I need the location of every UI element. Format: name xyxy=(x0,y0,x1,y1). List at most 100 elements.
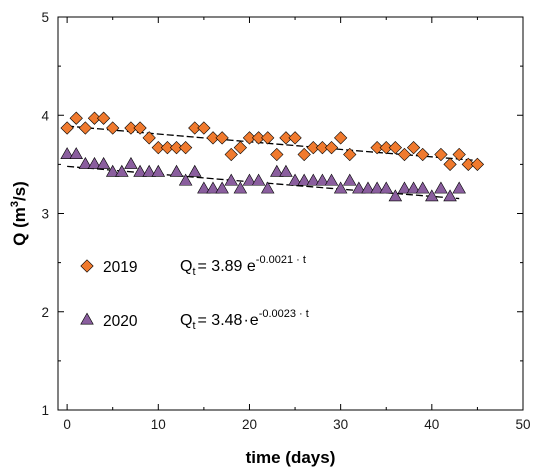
data-point-2020 xyxy=(124,156,138,169)
data-point-2020 xyxy=(361,181,375,194)
data-point-2020 xyxy=(397,181,412,194)
data-point-2019 xyxy=(69,111,83,125)
plot-frame xyxy=(57,16,524,411)
legend-marker-shape-2020 xyxy=(80,312,94,325)
data-point-2020 xyxy=(78,156,93,169)
data-point-2019 xyxy=(306,141,320,155)
y-tick-label: 1 xyxy=(41,403,49,418)
legend-marker-shape-2019 xyxy=(80,259,94,273)
data-point-2020 xyxy=(133,164,147,177)
data-point-2020 xyxy=(206,181,220,194)
data-point-2020 xyxy=(87,156,102,169)
legend-entry-2019: 2019 Qt = 3.89 e-0.0021 · t xyxy=(80,254,306,278)
legend-entry-2020: 2020 Qt = 3.48·e-0.0023 · t xyxy=(80,308,309,332)
data-point-2020 xyxy=(379,181,394,194)
data-point-2020 xyxy=(115,164,129,177)
data-point-2020 xyxy=(187,164,202,177)
data-point-2019 xyxy=(388,141,402,155)
x-tick-label: 0 xyxy=(63,417,71,432)
x-tick-label: 50 xyxy=(515,417,530,432)
data-point-2020 xyxy=(288,173,302,186)
data-point-2020 xyxy=(324,173,339,186)
data-point-2019 xyxy=(60,121,74,135)
data-point-2019 xyxy=(279,131,293,145)
x-tick-label: 30 xyxy=(333,417,348,432)
data-point-2019 xyxy=(215,131,229,145)
y-axis-title-superscript: 3 xyxy=(9,201,21,207)
data-point-2019 xyxy=(270,147,284,162)
data-point-2019 xyxy=(233,141,247,155)
data-point-2019 xyxy=(434,147,448,162)
data-point-2020 xyxy=(105,164,120,177)
data-point-2020 xyxy=(352,181,366,194)
y-tick-label: 5 xyxy=(41,10,49,25)
y-tick-label: 4 xyxy=(41,108,49,123)
data-point-2020 xyxy=(197,181,211,194)
data-point-2019 xyxy=(443,157,457,171)
legend-marker-2019 xyxy=(80,259,94,273)
data-point-2019 xyxy=(406,141,421,155)
data-point-2020 xyxy=(297,173,311,186)
data-point-2020 xyxy=(370,181,384,194)
data-point-2019 xyxy=(142,131,156,145)
data-point-2020 xyxy=(151,164,166,177)
data-point-2020 xyxy=(242,173,257,186)
data-point-2019 xyxy=(224,147,238,162)
data-point-2019 xyxy=(197,121,211,135)
data-point-2019 xyxy=(251,131,266,145)
data-point-2019 xyxy=(470,157,485,171)
y-axis-title-rest: /s) xyxy=(10,181,29,201)
data-point-2020 xyxy=(452,181,466,194)
data-point-2019 xyxy=(188,121,202,135)
data-point-2020 xyxy=(333,181,348,194)
data-point-2020 xyxy=(251,173,266,186)
y-tick-label: 2 xyxy=(41,305,49,320)
data-point-2020 xyxy=(142,164,156,177)
x-tick-label: 10 xyxy=(151,417,166,432)
data-point-2020 xyxy=(224,173,239,186)
data-point-2020 xyxy=(443,189,457,202)
y-tick-label: 3 xyxy=(41,207,49,222)
fit-equation-2019: Qt = 3.89 e-0.0021 · t xyxy=(180,254,306,278)
data-point-2019 xyxy=(242,131,257,145)
legend-label-2020: 2020 xyxy=(103,313,138,330)
data-points xyxy=(60,111,485,202)
data-point-2020 xyxy=(178,173,193,186)
data-point-2019 xyxy=(343,147,357,162)
data-point-2020 xyxy=(342,173,357,186)
data-point-2019 xyxy=(106,121,120,135)
data-point-2020 xyxy=(270,164,284,177)
data-point-2020 xyxy=(96,156,111,169)
data-point-2020 xyxy=(434,181,448,194)
data-point-2019 xyxy=(397,147,412,162)
data-point-2019 xyxy=(315,141,330,155)
data-point-2019 xyxy=(452,147,466,162)
data-point-2019 xyxy=(370,141,384,155)
data-point-2020 xyxy=(60,147,74,160)
data-point-2019 xyxy=(151,141,165,155)
legend: 2019 Qt = 3.89 e-0.0021 · t 2020 Qt = 3.48… xyxy=(80,254,309,332)
data-point-2020 xyxy=(315,173,330,186)
data-point-2019 xyxy=(87,111,102,125)
data-point-2020 xyxy=(233,181,248,194)
legend-label-2019: 2019 xyxy=(103,259,137,276)
data-point-2019 xyxy=(133,121,147,135)
data-point-2020 xyxy=(279,164,293,177)
x-axis-title: time (days) xyxy=(246,448,336,467)
data-point-2020 xyxy=(260,181,275,194)
data-point-2020 xyxy=(306,173,321,186)
data-point-2020 xyxy=(415,181,430,194)
data-point-2020 xyxy=(169,164,184,177)
x-tick-label: 20 xyxy=(242,417,257,432)
data-point-2020 xyxy=(215,181,229,194)
data-point-2019 xyxy=(334,131,348,145)
data-point-2019 xyxy=(461,157,475,171)
data-point-2019 xyxy=(261,131,275,145)
data-point-2019 xyxy=(96,111,111,125)
data-point-2020 xyxy=(425,189,439,202)
data-point-2019 xyxy=(297,147,311,162)
y-axis-title: Q (m3/s) xyxy=(9,181,29,246)
data-point-2019 xyxy=(288,131,302,145)
y-axis-title-base: Q (m xyxy=(10,207,29,246)
